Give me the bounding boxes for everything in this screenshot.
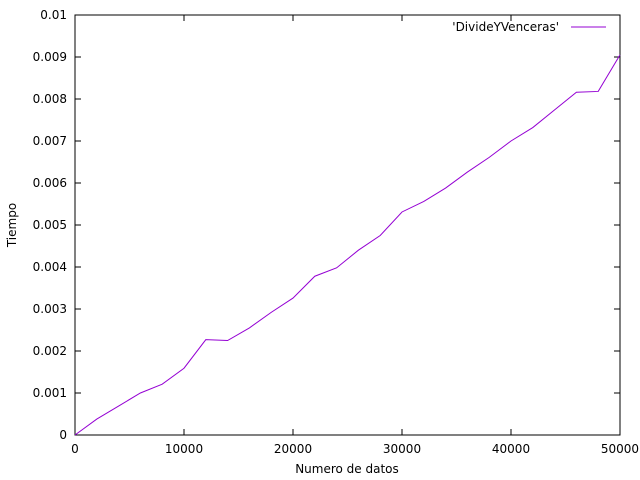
plot-frame — [74, 14, 621, 436]
data-point — [74, 434, 75, 435]
series-layer — [74, 54, 621, 436]
y-axis-label: Tiempo — [5, 203, 19, 248]
data-point — [227, 340, 228, 341]
legend-entry-label: 'DivideYVenceras' — [452, 20, 559, 34]
y-tick-label: 0.007 — [33, 134, 67, 148]
x-tick-label: 30000 — [383, 442, 421, 456]
y-tick-label: 0.004 — [33, 260, 67, 274]
y-tick-label: 0.01 — [40, 8, 67, 22]
data-point — [292, 297, 293, 298]
y-tick-label: 0.008 — [33, 92, 67, 106]
x-tick-label: 10000 — [165, 442, 203, 456]
y-tick-label: 0.006 — [33, 176, 67, 190]
data-point — [445, 187, 446, 188]
x-tick-label: 40000 — [492, 442, 530, 456]
x-axis-label: Numero de datos — [295, 462, 399, 476]
data-point — [380, 235, 381, 236]
data-point — [205, 339, 206, 340]
data-point — [489, 157, 490, 158]
data-point — [532, 127, 533, 128]
data-point — [576, 92, 577, 93]
data-point — [140, 392, 141, 393]
y-tick-label: 0.005 — [33, 218, 67, 232]
x-axis: 0 10000 20000 30000 40000 50000 — [71, 15, 639, 456]
x-tick-label: 0 — [71, 442, 79, 456]
data-point — [314, 276, 315, 277]
data-point — [96, 418, 97, 419]
data-point — [467, 171, 468, 172]
data-point — [401, 211, 402, 212]
series-line — [74, 54, 621, 436]
y-tick-label: 0.009 — [33, 50, 67, 64]
y-tick-label: 0 — [59, 428, 67, 442]
y-tick-label: 0.001 — [33, 386, 67, 400]
x-tick-label: 50000 — [601, 442, 639, 456]
y-axis: 0 0.001 0.002 0.003 0.004 0.005 0.006 0.007 0.00… — [33, 8, 620, 442]
x-tick-label: 20000 — [274, 442, 312, 456]
data-point — [423, 201, 424, 202]
data-point — [118, 405, 119, 406]
data-point — [183, 368, 184, 369]
data-point — [249, 327, 250, 328]
data-point — [619, 54, 620, 55]
data-point — [336, 267, 337, 268]
data-point — [358, 250, 359, 251]
data-point — [554, 109, 555, 110]
y-tick-label: 0.003 — [33, 302, 67, 316]
data-point — [598, 91, 599, 92]
y-tick-label: 0.002 — [33, 344, 67, 358]
legend: 'DivideYVenceras' — [452, 20, 606, 34]
data-point — [162, 384, 163, 385]
data-point — [510, 140, 511, 141]
data-point — [271, 312, 272, 313]
